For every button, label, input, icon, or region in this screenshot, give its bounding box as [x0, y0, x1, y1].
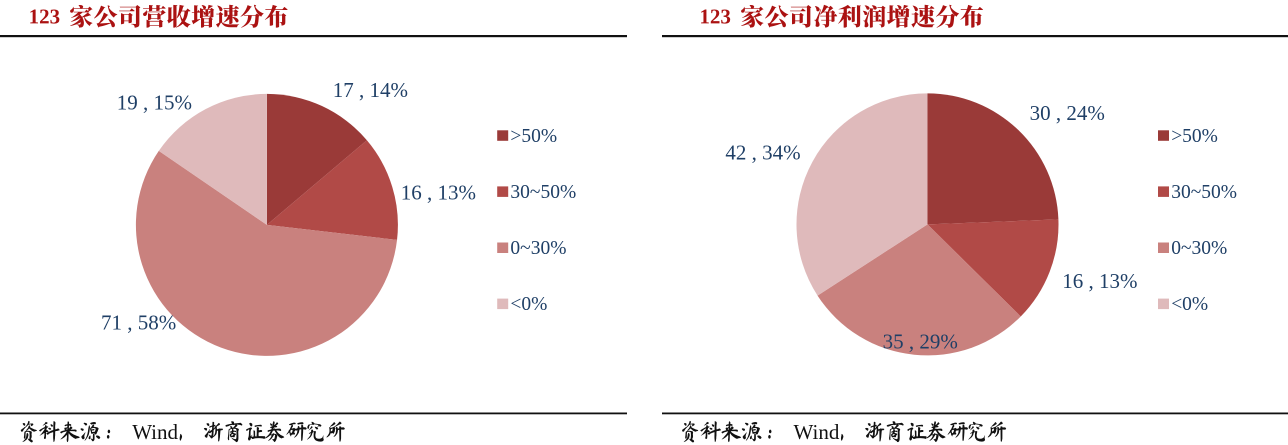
- svg-text:<0%: <0%: [1171, 294, 1208, 315]
- svg-text:16 , 13%: 16 , 13%: [1062, 269, 1137, 293]
- svg-text:42 , 34%: 42 , 34%: [725, 140, 800, 164]
- svg-text:35 , 29%: 35 , 29%: [883, 330, 958, 354]
- svg-text:0~30%: 0~30%: [1171, 238, 1227, 259]
- svg-text:<0%: <0%: [510, 294, 547, 315]
- svg-text:>50%: >50%: [510, 126, 557, 147]
- svg-text:30 , 24%: 30 , 24%: [1030, 101, 1105, 125]
- svg-text:16 , 13%: 16 , 13%: [401, 181, 476, 205]
- svg-text:Wind: Wind: [132, 420, 178, 444]
- svg-text:>50%: >50%: [1171, 126, 1218, 147]
- svg-text:30~50%: 30~50%: [510, 182, 576, 203]
- svg-text:30~50%: 30~50%: [1171, 182, 1237, 203]
- svg-text:17 , 14%: 17 , 14%: [333, 78, 408, 102]
- svg-text:19 , 15%: 19 , 15%: [117, 91, 192, 115]
- svg-text:Wind: Wind: [794, 420, 840, 444]
- svg-text:0~30%: 0~30%: [510, 238, 566, 259]
- svg-text:71 , 58%: 71 , 58%: [101, 311, 176, 335]
